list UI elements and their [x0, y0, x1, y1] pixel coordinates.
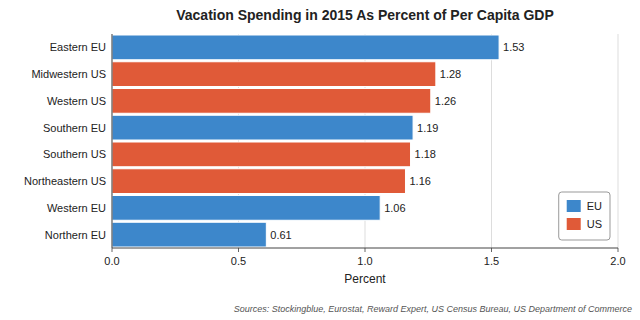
chart: Vacation Spending in 2015 As Percent of …	[0, 0, 640, 320]
bars	[112, 35, 499, 247]
data-label: 1.53	[503, 41, 524, 53]
bar	[112, 89, 431, 114]
tick-mark	[491, 248, 492, 252]
category-label: Western EU	[47, 202, 106, 214]
grid-line	[112, 34, 113, 248]
data-label: 1.06	[384, 202, 405, 214]
bar	[112, 62, 436, 87]
legend-box	[559, 192, 610, 240]
category-label: Western US	[47, 95, 106, 107]
category-label: Southern EU	[43, 122, 106, 134]
data-label: 1.28	[440, 68, 461, 80]
legend: EU US	[559, 192, 610, 240]
x-axis-line	[112, 248, 618, 249]
category-label: Southern US	[43, 148, 106, 160]
legend-label: US	[587, 218, 602, 230]
y-axis-line	[112, 34, 113, 248]
legend-label: EU	[587, 200, 602, 212]
x-axis-label: Percent	[344, 272, 386, 286]
data-label: 1.26	[435, 95, 456, 107]
tick-label: 1.5	[484, 255, 499, 267]
tick-label: 0.0	[104, 255, 119, 267]
tick-label: 0.5	[231, 255, 246, 267]
tick-mark	[365, 248, 366, 252]
category-label: Eastern EU	[50, 41, 106, 53]
data-label: 1.19	[417, 122, 438, 134]
bar	[112, 35, 499, 60]
data-label: 0.61	[270, 229, 291, 241]
tick-label: 2.0	[610, 255, 625, 267]
bar	[112, 196, 380, 221]
x-ticks: 0.0 0.5 1.0 1.5 2.0	[104, 248, 625, 267]
bar	[112, 142, 411, 167]
tick-mark	[238, 248, 239, 252]
grid-line	[618, 34, 619, 248]
grid-line	[491, 34, 492, 248]
category-labels: Eastern EU Midwestern US Western US Souther…	[24, 41, 106, 240]
category-label: Northern EU	[45, 229, 106, 241]
data-labels: 1.53 1.28 1.26 1.19 1.18 1.16 1.06 0.61	[270, 41, 524, 240]
category-label: Northeastern US	[24, 175, 106, 187]
legend-swatch	[567, 200, 581, 212]
bar	[112, 169, 405, 194]
tick-mark	[618, 248, 619, 252]
tick-label: 1.0	[357, 255, 372, 267]
data-label: 1.16	[409, 175, 430, 187]
title: Vacation Spending in 2015 As Percent of …	[176, 7, 554, 23]
bar	[112, 115, 413, 140]
category-label: Midwestern US	[31, 68, 106, 80]
source-note: Sources: Stockingblue, Eurostat, Reward …	[234, 304, 632, 314]
grid	[112, 34, 618, 248]
data-label: 1.18	[415, 148, 436, 160]
legend-swatch	[567, 218, 581, 230]
bar	[112, 222, 266, 247]
tick-mark	[112, 248, 113, 252]
